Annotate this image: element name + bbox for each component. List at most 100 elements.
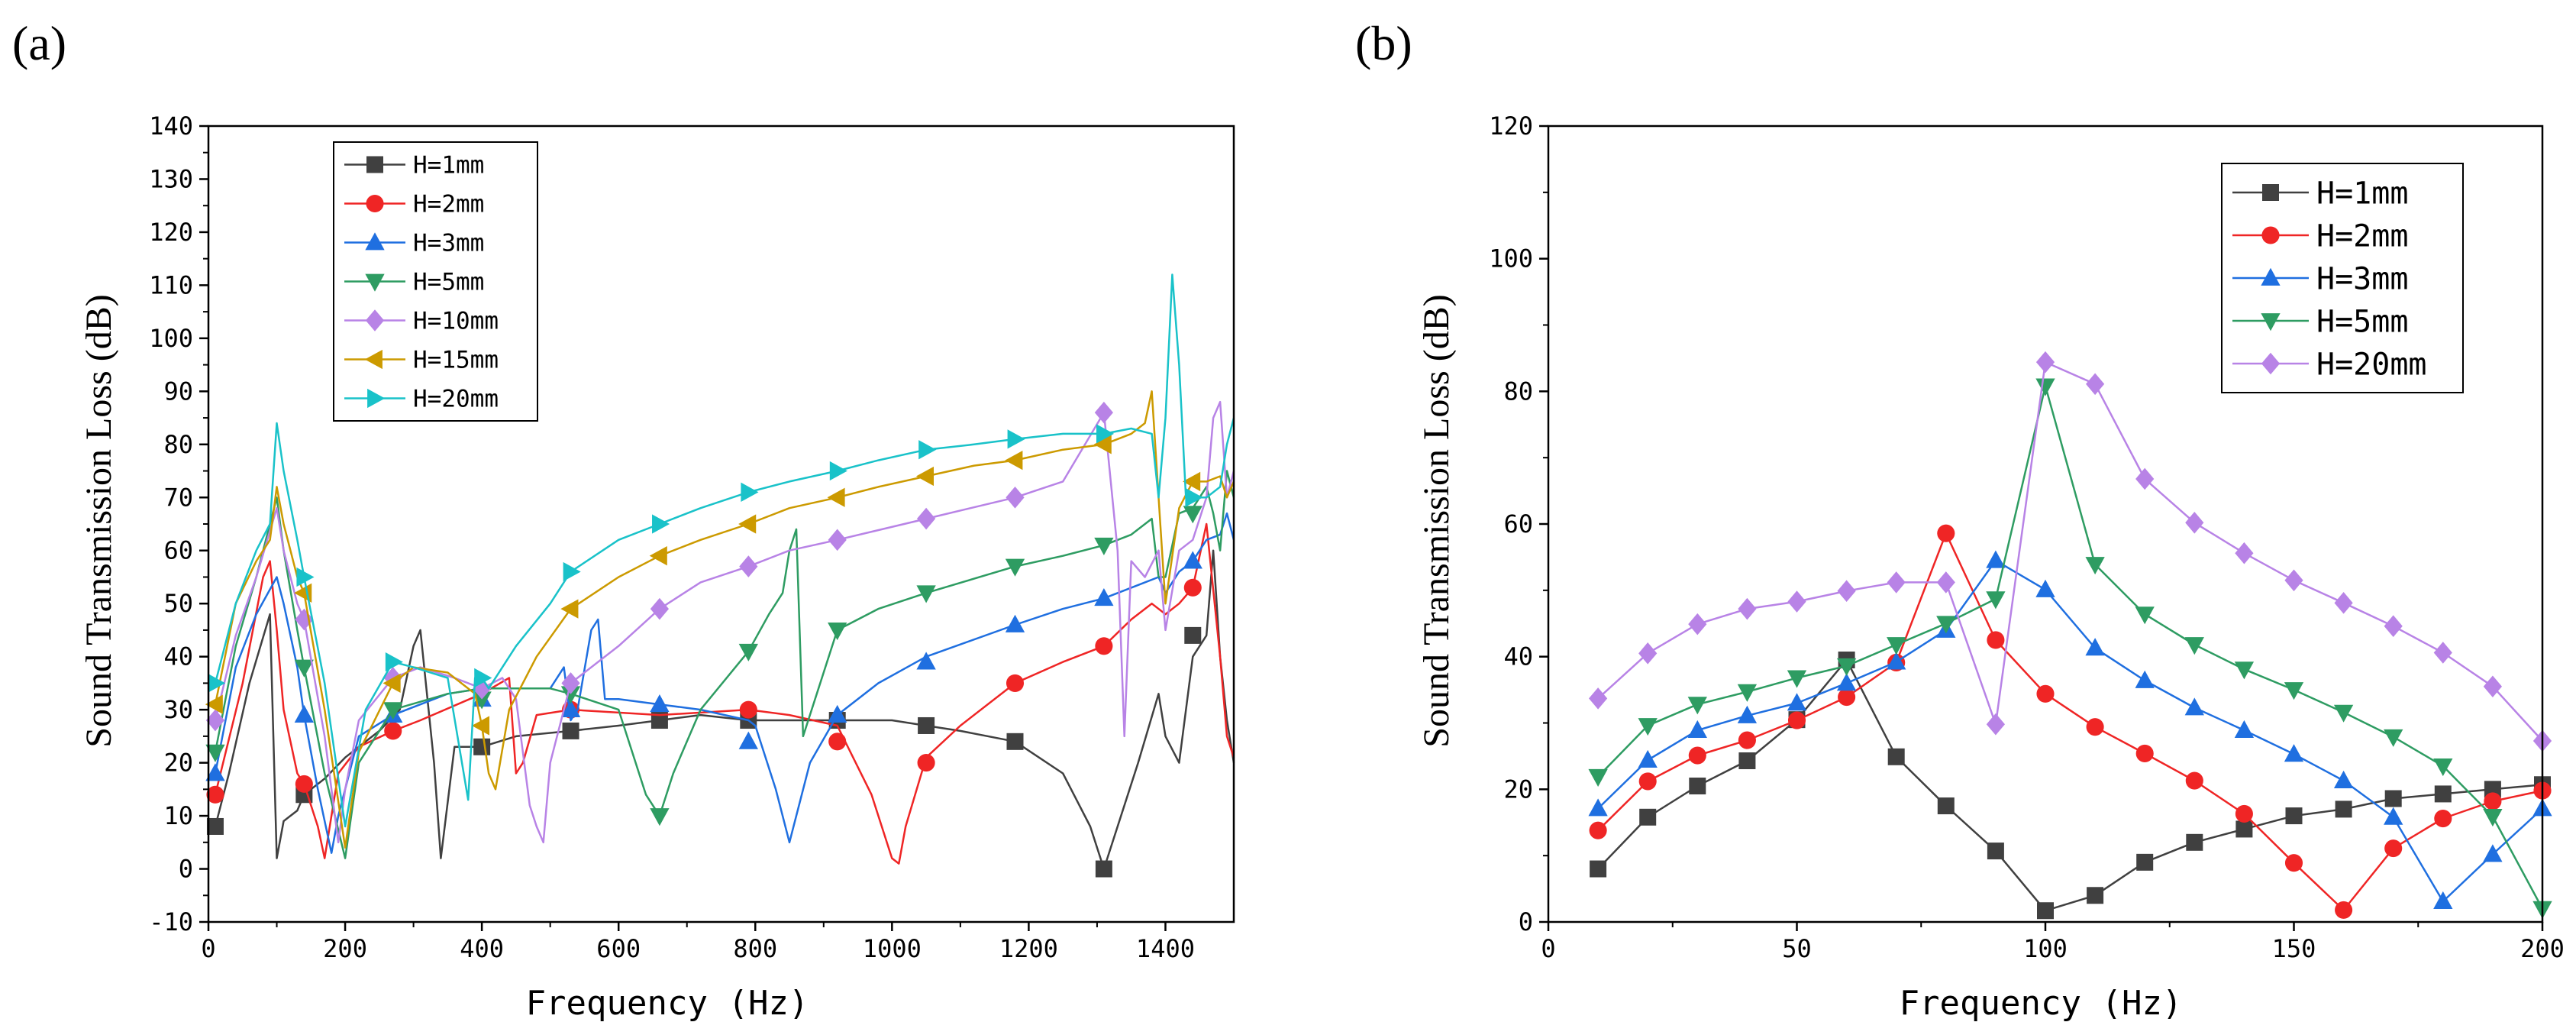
- data-point: [1638, 642, 1658, 665]
- y-tick-label: 100: [149, 324, 193, 353]
- x-tick-label: 1400: [1136, 934, 1195, 963]
- data-point: [738, 731, 758, 749]
- data-point: [205, 709, 225, 732]
- data-point: [2035, 579, 2055, 597]
- data-point: [1986, 591, 2006, 610]
- data-point: [918, 440, 937, 460]
- x-tick-label: 100: [2023, 934, 2068, 963]
- data-point: [1787, 670, 1807, 688]
- data-point: [918, 716, 935, 734]
- data-point: [1687, 720, 1707, 738]
- data-point: [1006, 486, 1025, 509]
- data-point: [1887, 637, 1906, 655]
- data-point: [1094, 588, 1114, 606]
- series-h-1mm: [1590, 652, 2551, 920]
- x-tick-label: 150: [2272, 934, 2316, 963]
- data-point: [2234, 661, 2255, 680]
- data-point: [2284, 854, 2303, 872]
- series-h-20mm: [1589, 351, 2552, 752]
- y-tick-label: 20: [163, 749, 193, 778]
- data-point: [2135, 670, 2155, 688]
- data-point: [1787, 711, 1806, 729]
- y-tick-label: 70: [163, 483, 193, 512]
- y-tick-label: -10: [149, 907, 193, 936]
- legend-entry-label: H=15mm: [413, 347, 499, 374]
- data-point: [2284, 744, 2304, 762]
- legend-marker: [2261, 267, 2281, 286]
- data-point: [2085, 557, 2105, 575]
- panel-a-axes-box: [207, 125, 1235, 923]
- data-point: [1589, 821, 1607, 839]
- data-point: [1094, 537, 1114, 555]
- series-h-15mm: [205, 390, 1235, 849]
- panel-b-x-axis-title: Frequency (Hz): [1900, 984, 2183, 1023]
- data-point: [1836, 673, 1857, 691]
- data-point: [560, 699, 581, 718]
- data-point: [1093, 435, 1112, 454]
- data-point: [2135, 606, 2155, 625]
- legend-marker: [367, 388, 386, 409]
- series-line: [214, 512, 1235, 854]
- y-tick-label: 110: [149, 270, 193, 299]
- data-point: [650, 712, 668, 729]
- data-point: [2185, 771, 2203, 790]
- data-point: [2483, 809, 2503, 827]
- x-tick-label: 50: [1782, 934, 1812, 963]
- data-point: [649, 546, 667, 566]
- data-point: [1638, 718, 1658, 736]
- data-point: [1936, 571, 1955, 594]
- series-line: [1597, 559, 2543, 903]
- data-point: [2384, 615, 2403, 638]
- data-point: [2036, 684, 2055, 703]
- legend-marker: [364, 349, 383, 370]
- data-point: [917, 754, 935, 772]
- data-point: [2184, 637, 2204, 655]
- data-point: [1687, 697, 1707, 715]
- data-point: [1638, 749, 1658, 768]
- data-point: [2333, 770, 2354, 788]
- legend-marker: [2262, 184, 2279, 201]
- data-point: [1588, 768, 1608, 788]
- y-tick-label: 140: [149, 112, 193, 141]
- data-point: [1738, 752, 1756, 769]
- data-point: [2483, 844, 2503, 862]
- data-point: [828, 529, 847, 551]
- legend-entry-label: H=20mm: [413, 386, 499, 413]
- data-point: [2433, 891, 2453, 909]
- data-point: [1737, 705, 1758, 723]
- data-point: [1688, 613, 1707, 636]
- data-point: [2335, 801, 2352, 818]
- data-point: [2035, 378, 2055, 396]
- y-tick-label: 30: [163, 695, 193, 724]
- data-point: [650, 694, 670, 713]
- series-line: [1597, 658, 2543, 912]
- series-line: [214, 470, 1235, 859]
- legend-marker: [366, 194, 384, 213]
- panel-b-legend: H=1mm H=2mm H=3mm H=5mm H=20mm: [2221, 163, 2464, 393]
- data-point: [561, 672, 580, 694]
- data-point: [1095, 860, 1112, 878]
- data-point: [1838, 688, 1856, 707]
- y-tick-label: 100: [1489, 244, 1533, 273]
- data-point: [2333, 704, 2354, 723]
- data-point: [471, 716, 490, 736]
- data-point: [1836, 658, 1857, 677]
- data-point: [2184, 697, 2204, 716]
- legend-entry-label: H=3mm: [2316, 261, 2408, 296]
- data-point: [474, 668, 492, 688]
- x-tick-label: 400: [460, 934, 504, 963]
- data-point: [2185, 511, 2204, 534]
- y-tick-label: 60: [163, 536, 193, 565]
- legend-entry-label: H=3mm: [413, 230, 484, 257]
- data-point: [1837, 580, 1856, 603]
- data-point: [384, 722, 402, 740]
- panel-a-y-axis-title: Sound Transmission Loss (dB): [79, 294, 119, 747]
- data-point: [916, 585, 936, 603]
- data-point: [1986, 550, 2006, 568]
- data-point: [383, 673, 401, 694]
- y-tick-label: 20: [1503, 775, 1533, 804]
- series-h-10mm: [205, 400, 1235, 844]
- x-tick-label: 0: [1541, 934, 1555, 963]
- y-tick-label: 80: [163, 430, 193, 459]
